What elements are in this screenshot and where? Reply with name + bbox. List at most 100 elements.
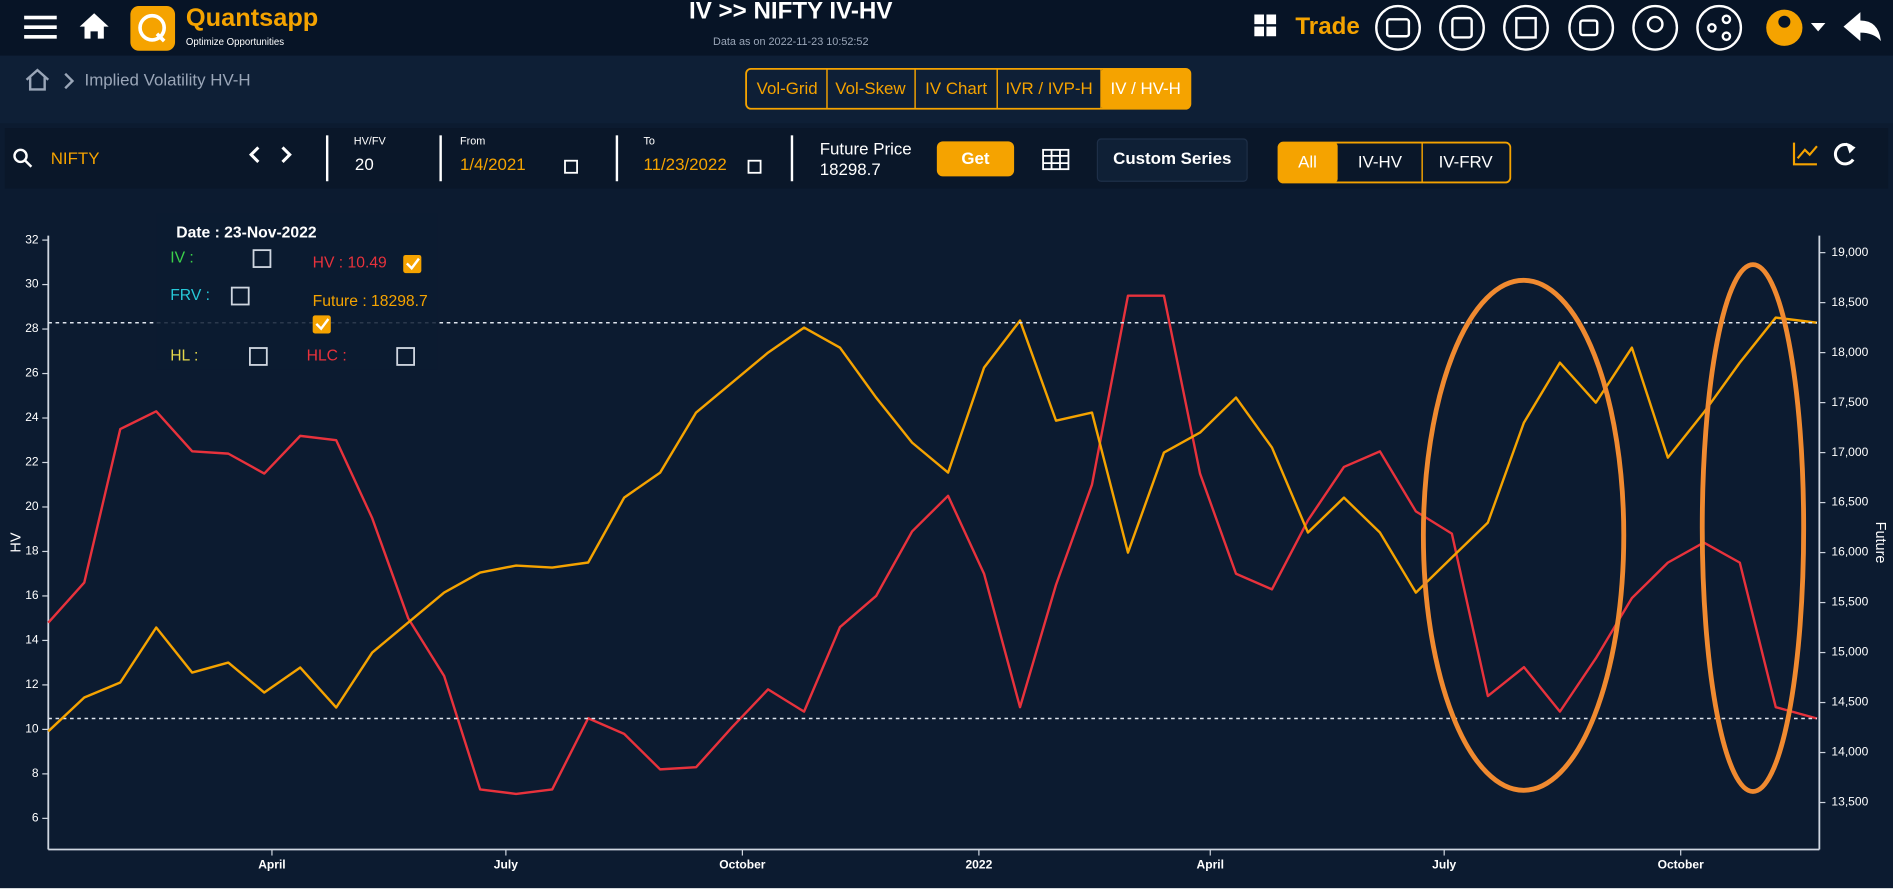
y-tick-label: 30: [25, 277, 39, 291]
tooltip: [156, 212, 438, 370]
hvfv-label: HV/FV: [354, 135, 387, 147]
x-tick-label: 2022: [965, 857, 992, 871]
symbol-input[interactable]: NIFTY: [51, 149, 100, 168]
header-icons: [1375, 4, 1743, 51]
breadcrumb-home[interactable]: [25, 68, 50, 91]
highlight-ellipse: [1699, 262, 1807, 794]
tooltip-date: Date : 23-Nov-2022: [176, 224, 317, 241]
icon-button[interactable]: [1568, 4, 1615, 51]
series-line: [47, 294, 1818, 796]
chart: 6810121416182022242628303213,50014,00014…: [25, 232, 1868, 871]
tooltip-hlc: HLC :: [307, 348, 347, 365]
y2-tick-label: 16,500: [1831, 495, 1868, 509]
y-axis-label: HV: [9, 532, 25, 552]
get-button[interactable]: [936, 141, 1015, 177]
tab-active-bg: [1101, 68, 1191, 109]
to-input[interactable]: 11/23/2022: [643, 155, 726, 174]
refresh-arrow: [1845, 142, 1856, 154]
future-label: Future Price: [820, 139, 912, 158]
y-tick-label: 32: [25, 232, 39, 246]
refresh-icon[interactable]: [1833, 143, 1855, 166]
tooltip-future: Future : 18298.7: [313, 293, 428, 310]
checkmark: [405, 257, 420, 271]
y2-tick-label: 15,500: [1831, 595, 1868, 609]
y-tick-label: 16: [25, 588, 39, 602]
trade-link[interactable]: Trade: [1295, 13, 1359, 40]
y-tick-label: 28: [25, 321, 39, 335]
menu-icon[interactable]: [24, 15, 57, 39]
checkbox-checked[interactable]: [312, 315, 331, 334]
get-label: Get: [961, 149, 990, 168]
icon-button[interactable]: [1375, 4, 1421, 51]
y2-tick-label: 17,000: [1831, 445, 1868, 459]
x-tick-label: October: [1658, 857, 1705, 871]
tab[interactable]: IVR / IVP-H: [1005, 79, 1092, 98]
checkbox[interactable]: [230, 286, 250, 306]
page-title: IV >> NIFTY IV-HV: [689, 0, 892, 24]
logo-q: [138, 13, 166, 42]
logo-q-tail: [155, 32, 166, 43]
avatar-caret[interactable]: [1810, 22, 1826, 32]
tab-dividers: [826, 68, 1102, 109]
tab[interactable]: IV Chart: [925, 79, 987, 98]
sub-bar: [0, 55, 1893, 124]
tab[interactable]: Vol-Grid: [757, 79, 818, 98]
home-icon[interactable]: [79, 13, 109, 39]
hvfv-input[interactable]: 20: [355, 155, 374, 174]
calendar-icon[interactable]: [564, 159, 578, 174]
x-tick-label: July: [494, 857, 518, 871]
tooltip-hl: HL :: [170, 348, 198, 365]
brand: Quantsapp: [186, 4, 318, 32]
filter[interactable]: All: [1298, 153, 1317, 172]
y2-tick-label: 15,000: [1831, 645, 1868, 659]
x-tick-label: April: [258, 857, 285, 871]
y-tick-label: 12: [25, 677, 39, 691]
icon-button[interactable]: [1632, 4, 1679, 51]
back-button[interactable]: [1843, 12, 1881, 42]
series-line: [47, 316, 1818, 733]
y2-tick-label: 18,000: [1831, 345, 1868, 359]
top-bar: [0, 0, 1893, 56]
y2-tick-label: 17,500: [1831, 395, 1868, 409]
custom-series-label: Custom Series: [1113, 149, 1231, 168]
icon-button[interactable]: [1439, 4, 1485, 51]
symbol-nav[interactable]: [248, 146, 292, 163]
to-label: To: [643, 135, 654, 147]
apps-icon[interactable]: [1254, 14, 1277, 37]
icon-button[interactable]: [1696, 4, 1743, 51]
y-tick-label: 6: [32, 811, 39, 825]
y2-tick-label: 13,500: [1831, 795, 1868, 809]
custom-series-button[interactable]: [1096, 138, 1248, 182]
checkbox[interactable]: [248, 347, 268, 366]
future-price: 18298.7: [820, 160, 881, 179]
tab-active[interactable]: IV / HV-H: [1111, 79, 1181, 98]
tagline: Optimize Opportunities: [186, 37, 284, 48]
y-tick-label: 26: [25, 366, 39, 380]
filter[interactable]: IV-HV: [1358, 153, 1403, 172]
bottom-edge: [0, 888, 1893, 893]
checkmark: [315, 318, 330, 331]
checkbox-checked[interactable]: [403, 254, 422, 274]
tab[interactable]: Vol-Skew: [835, 79, 906, 98]
logo[interactable]: [130, 6, 176, 51]
y-tick-label: 18: [25, 544, 39, 558]
icon-button[interactable]: [1503, 4, 1549, 51]
calendar-icon[interactable]: [747, 159, 762, 174]
y2-axis-label: Future: [1872, 522, 1888, 564]
y2-tick-label: 14,500: [1831, 695, 1868, 709]
y2-tick-label: 14,000: [1831, 745, 1868, 759]
checkbox[interactable]: [396, 347, 415, 366]
x-tick-label: July: [1432, 857, 1456, 871]
x-tick-label: April: [1197, 857, 1224, 871]
chart-icon[interactable]: [1792, 142, 1818, 166]
table-icon[interactable]: [1042, 148, 1070, 171]
from-label: From: [460, 135, 485, 147]
filter[interactable]: IV-FRV: [1439, 153, 1494, 172]
breadcrumb: Implied Volatility HV-H: [85, 70, 251, 89]
checkbox[interactable]: [252, 249, 272, 268]
filter-active-bg: [1278, 142, 1338, 183]
from-input[interactable]: 1/4/2021: [460, 155, 526, 174]
y-tick-label: 22: [25, 455, 39, 469]
